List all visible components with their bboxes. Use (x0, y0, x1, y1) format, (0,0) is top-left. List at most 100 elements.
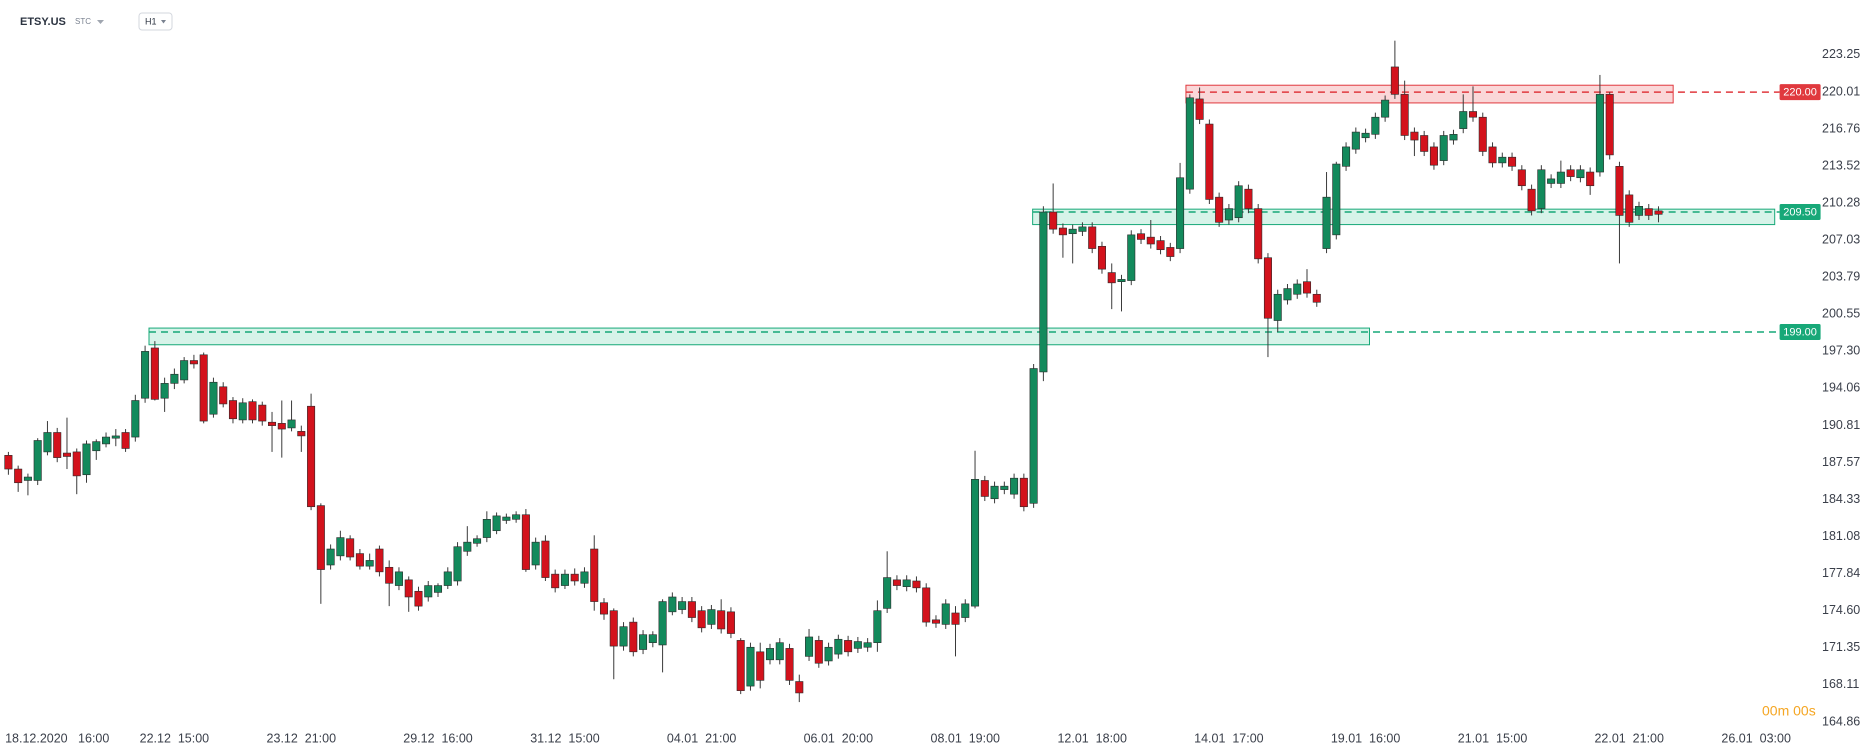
candle-body (1429, 146, 1438, 166)
candle-body (238, 402, 247, 421)
candle-body (4, 455, 13, 470)
symbol-tag[interactable]: STC (75, 17, 91, 26)
level-tag (1779, 323, 1821, 340)
y-tick-label: 203.79 (1822, 270, 1860, 284)
candle-body (1478, 116, 1487, 152)
candle-body (1390, 66, 1399, 95)
y-tick-label: 213.52 (1822, 158, 1860, 172)
candle-body (1517, 169, 1526, 187)
candle-body (1234, 185, 1243, 219)
candle-body (844, 640, 853, 653)
candle-body (502, 516, 511, 521)
candle-body (1166, 247, 1175, 257)
candle-body (1097, 245, 1106, 270)
candle-body (1146, 236, 1155, 245)
candle-body (1322, 196, 1331, 249)
candle-body (1654, 210, 1663, 215)
candle-body (62, 452, 71, 457)
candle-body (795, 681, 804, 694)
candle-body (375, 548, 384, 573)
candle-body (394, 571, 403, 586)
candle-body (619, 626, 628, 647)
candle-body (931, 619, 940, 624)
interval[interactable]: H1 (145, 16, 157, 26)
candle-body (287, 419, 296, 429)
level-label: 199.00 (1783, 326, 1817, 338)
candle-body (1215, 196, 1224, 223)
candle-body (473, 538, 482, 544)
level-zone (148, 327, 1371, 346)
candle-body (805, 636, 814, 657)
dropdown-caret[interactable] (161, 20, 166, 24)
candle-body (1273, 293, 1282, 321)
y-tick-label: 223.25 (1822, 47, 1860, 61)
x-tick-label: 23.12 21:00 (267, 731, 337, 745)
candle-body (1039, 211, 1048, 373)
candle-body (1010, 477, 1019, 495)
candle-body (922, 587, 931, 623)
level-label: 220.00 (1783, 86, 1817, 98)
interval-selector[interactable] (138, 12, 173, 31)
candle-body (1029, 368, 1038, 504)
candle-body (1537, 169, 1546, 209)
candle-body (697, 610, 706, 629)
dropdown-caret[interactable] (97, 20, 104, 24)
candle-body (990, 485, 999, 500)
candle-body (1449, 134, 1458, 141)
candle-body (1019, 477, 1028, 508)
y-tick-label: 207.03 (1822, 233, 1860, 247)
candle-body (1000, 485, 1009, 490)
candle-body (912, 580, 921, 589)
y-tick-label: 174.60 (1822, 603, 1860, 617)
candle-body (1351, 131, 1360, 150)
candle-body (951, 612, 960, 625)
candle-body (1361, 132, 1370, 139)
candle-body (1088, 226, 1097, 249)
candle-body (941, 603, 950, 625)
candle-body (1156, 240, 1165, 251)
candle-body (902, 579, 911, 588)
candle-body (111, 435, 120, 439)
candle-body (521, 514, 530, 570)
candle-body (180, 360, 189, 381)
candle-body (560, 573, 569, 586)
candle-body (1566, 169, 1575, 177)
candle-body (726, 611, 735, 634)
candle-body (1283, 288, 1292, 301)
candle-body (1205, 123, 1214, 200)
header: ETSY.US STC H1 (20, 12, 173, 31)
candle-body (678, 601, 687, 610)
candle-body (580, 571, 589, 584)
candle-body (1303, 281, 1312, 294)
candle-body (404, 579, 413, 598)
candle-body (1556, 171, 1565, 184)
x-tick-label: 21.01 15:00 (1458, 731, 1528, 745)
candle-body (629, 621, 638, 653)
candle-body (414, 590, 423, 607)
candle-body (72, 451, 81, 477)
candle-body (150, 347, 159, 400)
candle-body (1547, 178, 1556, 184)
candle-body (883, 577, 892, 609)
candle-body (121, 432, 130, 449)
candle-body (1293, 283, 1302, 295)
candle-body (277, 423, 286, 430)
candle-body (23, 476, 32, 481)
x-tick-label: 29.12 16:00 (403, 731, 473, 745)
symbol[interactable]: ETSY.US (20, 16, 66, 28)
y-tick-label: 220.01 (1822, 84, 1860, 98)
level-label: 209.50 (1783, 206, 1817, 218)
candle-body (746, 646, 755, 687)
candle-body (1117, 279, 1126, 282)
x-tick-label: 04.01 21:00 (667, 731, 737, 745)
candle-body (834, 638, 843, 655)
level-tag (1779, 84, 1821, 101)
y-tick-label: 197.30 (1822, 344, 1860, 358)
candle-body (814, 640, 823, 664)
candle-body (102, 436, 111, 445)
y-tick-label: 184.33 (1822, 492, 1860, 506)
candle-body (228, 400, 237, 420)
candle-body (1176, 177, 1185, 249)
candle-body (43, 432, 52, 453)
